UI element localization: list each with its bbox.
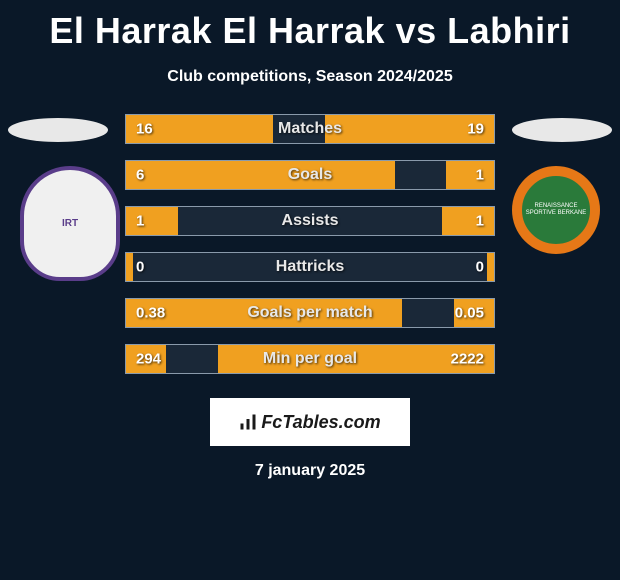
date-text: 7 january 2025	[0, 462, 620, 480]
stat-label: Goals	[288, 166, 332, 184]
player-left-ellipse	[8, 118, 108, 142]
stat-value-right: 1	[476, 213, 484, 230]
stat-value-left: 16	[136, 121, 153, 138]
stat-value-right: 0	[476, 259, 484, 276]
subtitle: Club competitions, Season 2024/2025	[0, 68, 620, 86]
player-right-ellipse	[512, 118, 612, 142]
stat-value-left: 0	[136, 259, 144, 276]
stat-row: Goals 6 1	[125, 160, 495, 190]
page-title: El Harrak El Harrak vs Labhiri	[0, 0, 620, 52]
stat-row: Assists 1 1	[125, 206, 495, 236]
stat-bar-left	[126, 207, 178, 235]
stat-value-right: 19	[467, 121, 484, 138]
club-badge-left: IRT	[20, 166, 120, 281]
stat-label: Assists	[282, 212, 339, 230]
stat-value-left: 1	[136, 213, 144, 230]
brand-text: FcTables.com	[261, 412, 380, 433]
stat-label: Matches	[278, 120, 342, 138]
stat-value-left: 0.38	[136, 305, 165, 322]
stat-row: Min per goal 294 2222	[125, 344, 495, 374]
club-badge-right-text: RENAISSANCE SPORTIVE BERKANE	[522, 203, 590, 217]
stat-bar-left	[126, 253, 133, 281]
chart-icon	[239, 413, 257, 431]
club-badge-right: RENAISSANCE SPORTIVE BERKANE	[512, 166, 600, 254]
club-badge-left-text: IRT	[62, 218, 78, 229]
stat-bar-right	[446, 161, 494, 189]
comparison-content: IRT RENAISSANCE SPORTIVE BERKANE Matches…	[0, 114, 620, 374]
stat-value-right: 0.05	[455, 305, 484, 322]
stat-row: Hattricks 0 0	[125, 252, 495, 282]
stat-value-right: 1	[476, 167, 484, 184]
stat-label: Min per goal	[263, 350, 357, 368]
stat-label: Goals per match	[247, 304, 372, 322]
stat-value-right: 2222	[451, 351, 484, 368]
stats-bars: Matches 16 19 Goals 6 1 Assists 1 1 Hattricks 0 0 Go…	[125, 114, 495, 374]
stat-row: Matches 16 19	[125, 114, 495, 144]
stat-bar-right	[487, 253, 494, 281]
brand-box: FcTables.com	[210, 398, 410, 446]
stat-bar-right	[442, 207, 494, 235]
stat-value-left: 6	[136, 167, 144, 184]
stat-value-left: 294	[136, 351, 161, 368]
stat-bar-left	[126, 161, 395, 189]
stat-row: Goals per match 0.38 0.05	[125, 298, 495, 328]
stat-label: Hattricks	[276, 258, 344, 276]
